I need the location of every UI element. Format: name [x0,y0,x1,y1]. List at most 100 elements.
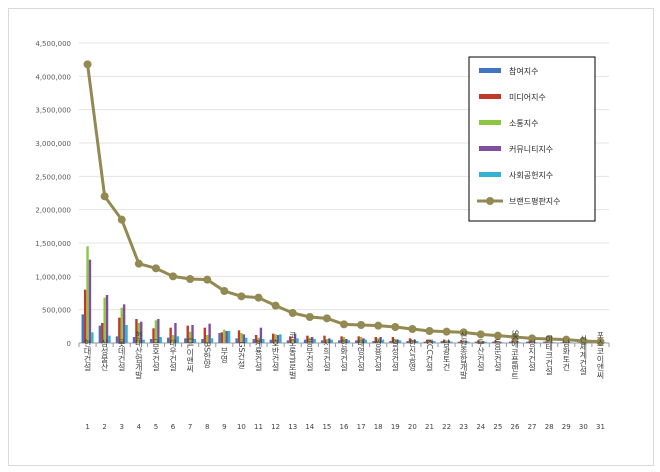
bar-5 [227,331,231,343]
bar-5 [467,341,470,343]
bar-4 [550,341,553,343]
bar-4 [379,337,382,343]
bar-1 [149,339,153,343]
rank-label: 6 [171,423,176,431]
legend-swatch [479,146,501,151]
bar-4 [88,259,92,343]
bar-4 [533,341,536,343]
brand-index-point [151,264,160,273]
bar-1 [303,339,307,343]
brand-index-point [186,275,195,283]
y-tick-label: 4,500,000 [35,40,71,48]
legend-label: 사회공헌지수 [509,171,553,180]
rank-label: 2 [102,423,106,431]
bar-1 [423,341,426,343]
bar-2 [425,339,429,343]
bar-1 [218,333,221,343]
brand-index-point [493,331,502,340]
bar-5 [91,332,94,343]
brand-index-point [408,325,417,333]
bar-2 [460,340,463,343]
bar-5 [245,337,248,343]
x-tick-label: 서희건설 [322,339,331,371]
bar-5 [535,342,539,343]
brand-index-point [237,292,246,301]
bar-5 [381,339,385,343]
bar-5 [484,341,487,343]
bar-1 [491,341,495,343]
bar-4 [208,323,211,343]
bar-2 [391,337,395,343]
y-tick-label: 500,000 [42,307,71,315]
bar-4 [464,341,468,343]
bar-2 [511,340,514,343]
rank-label: 16 [340,423,349,431]
bar-1 [132,337,136,343]
rank-label: 24 [476,423,485,431]
bar-2 [169,327,172,343]
rank-label: 9 [222,423,226,431]
brand-index-point [579,337,588,345]
rank-label: 14 [305,423,314,431]
bar-2 [272,333,275,343]
brand-index-point [545,335,554,343]
x-tick-label: 금호건설 [151,339,160,371]
bar-5 [347,340,350,343]
legend-swatch [479,172,501,177]
bar-4 [328,338,331,343]
bar-5 [415,341,419,343]
bar-1 [252,339,255,343]
bar-2 [408,338,412,343]
bar-2 [203,327,207,343]
bar-3 [223,329,226,343]
brand-index-point [596,337,605,346]
bar-3 [308,337,312,343]
legend-label: 참여지수 [509,66,538,76]
brand-index-point [510,333,519,341]
x-tick-label: 현대건설 [83,339,92,371]
x-tick-label: 한신공영 [408,339,417,371]
bar-4 [242,334,246,343]
x-tick-label: 부영 [220,347,229,363]
x-tick-label: 계룡건설 [254,338,263,371]
bar-1 [526,341,529,343]
bar-2 [494,340,497,343]
bar-5 [176,336,180,343]
bar-2 [83,289,87,343]
bar-1 [167,337,170,343]
bar-4 [345,339,348,343]
rank-label: 12 [271,423,280,431]
bar-5 [159,337,162,343]
x-tick-label: 포스코이앤씨 [596,331,605,379]
bar-1 [406,341,409,343]
bar-4 [174,323,177,343]
rank-label: 22 [442,423,451,431]
brand-index-point [425,327,434,335]
bar-3 [206,335,209,343]
x-tick-label: 롯데건설 [117,339,126,371]
bar-4 [276,335,280,343]
x-tick-label: 신원종합개발 [459,331,468,379]
bar-3 [325,339,329,343]
rank-label: 17 [357,423,366,431]
rank-label: 23 [459,423,468,431]
bar-3 [137,323,141,343]
bar-5 [604,342,607,343]
bar-5 [313,339,316,343]
rank-label: 28 [545,423,554,431]
bar-3 [359,337,363,343]
bar-4 [225,331,228,343]
bar-4 [311,337,314,343]
bar-3 [171,335,175,343]
brand-index-point [528,334,537,343]
legend-swatch [479,68,501,73]
brand-index-point [117,215,126,224]
x-tick-label: 태영건설 [357,339,366,371]
bar-5 [142,339,145,343]
bar-4 [396,339,399,343]
legend-label: 미디어지수 [509,92,546,102]
x-tick-label: DL이앤씨 [186,338,195,373]
x-tick-label: 삼성물산 [100,338,109,371]
bar-5 [501,342,504,343]
brand-index-point [100,192,109,201]
